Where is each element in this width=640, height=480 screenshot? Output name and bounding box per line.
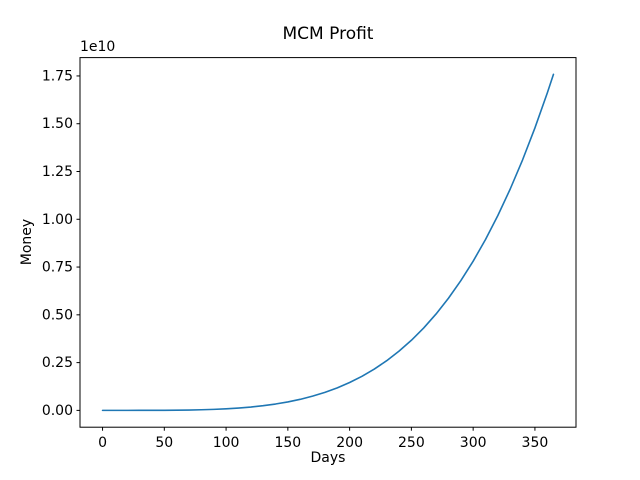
x-axis-label: Days	[310, 450, 346, 466]
x-tick-label: 0	[98, 435, 107, 451]
y-tick-label: 1.25	[42, 164, 73, 180]
plot-border	[79, 57, 577, 428]
chart-title: MCM Profit	[282, 24, 374, 44]
y-tick-label: 0.25	[42, 355, 73, 371]
x-tick-label: 200	[336, 435, 363, 451]
x-tick-label: 150	[274, 435, 301, 451]
y-tick-label: 0.50	[42, 307, 73, 323]
x-tick-label: 250	[398, 435, 425, 451]
y-tick-label: 0.75	[42, 260, 73, 276]
y-axis-offset-label: 1e10	[80, 39, 116, 55]
x-tick-label: 300	[460, 435, 487, 451]
y-tick-label: 1.00	[42, 212, 73, 228]
y-tick-label: 0.00	[42, 403, 73, 419]
y-axis-label: Money	[19, 218, 35, 266]
profit-line	[101, 73, 555, 412]
x-tick-label: 50	[155, 435, 173, 451]
x-tick-label: 350	[522, 435, 549, 451]
y-tick-label: 1.50	[42, 116, 73, 132]
x-tick-label: 100	[213, 435, 240, 451]
y-tick-label: 1.75	[42, 68, 73, 84]
